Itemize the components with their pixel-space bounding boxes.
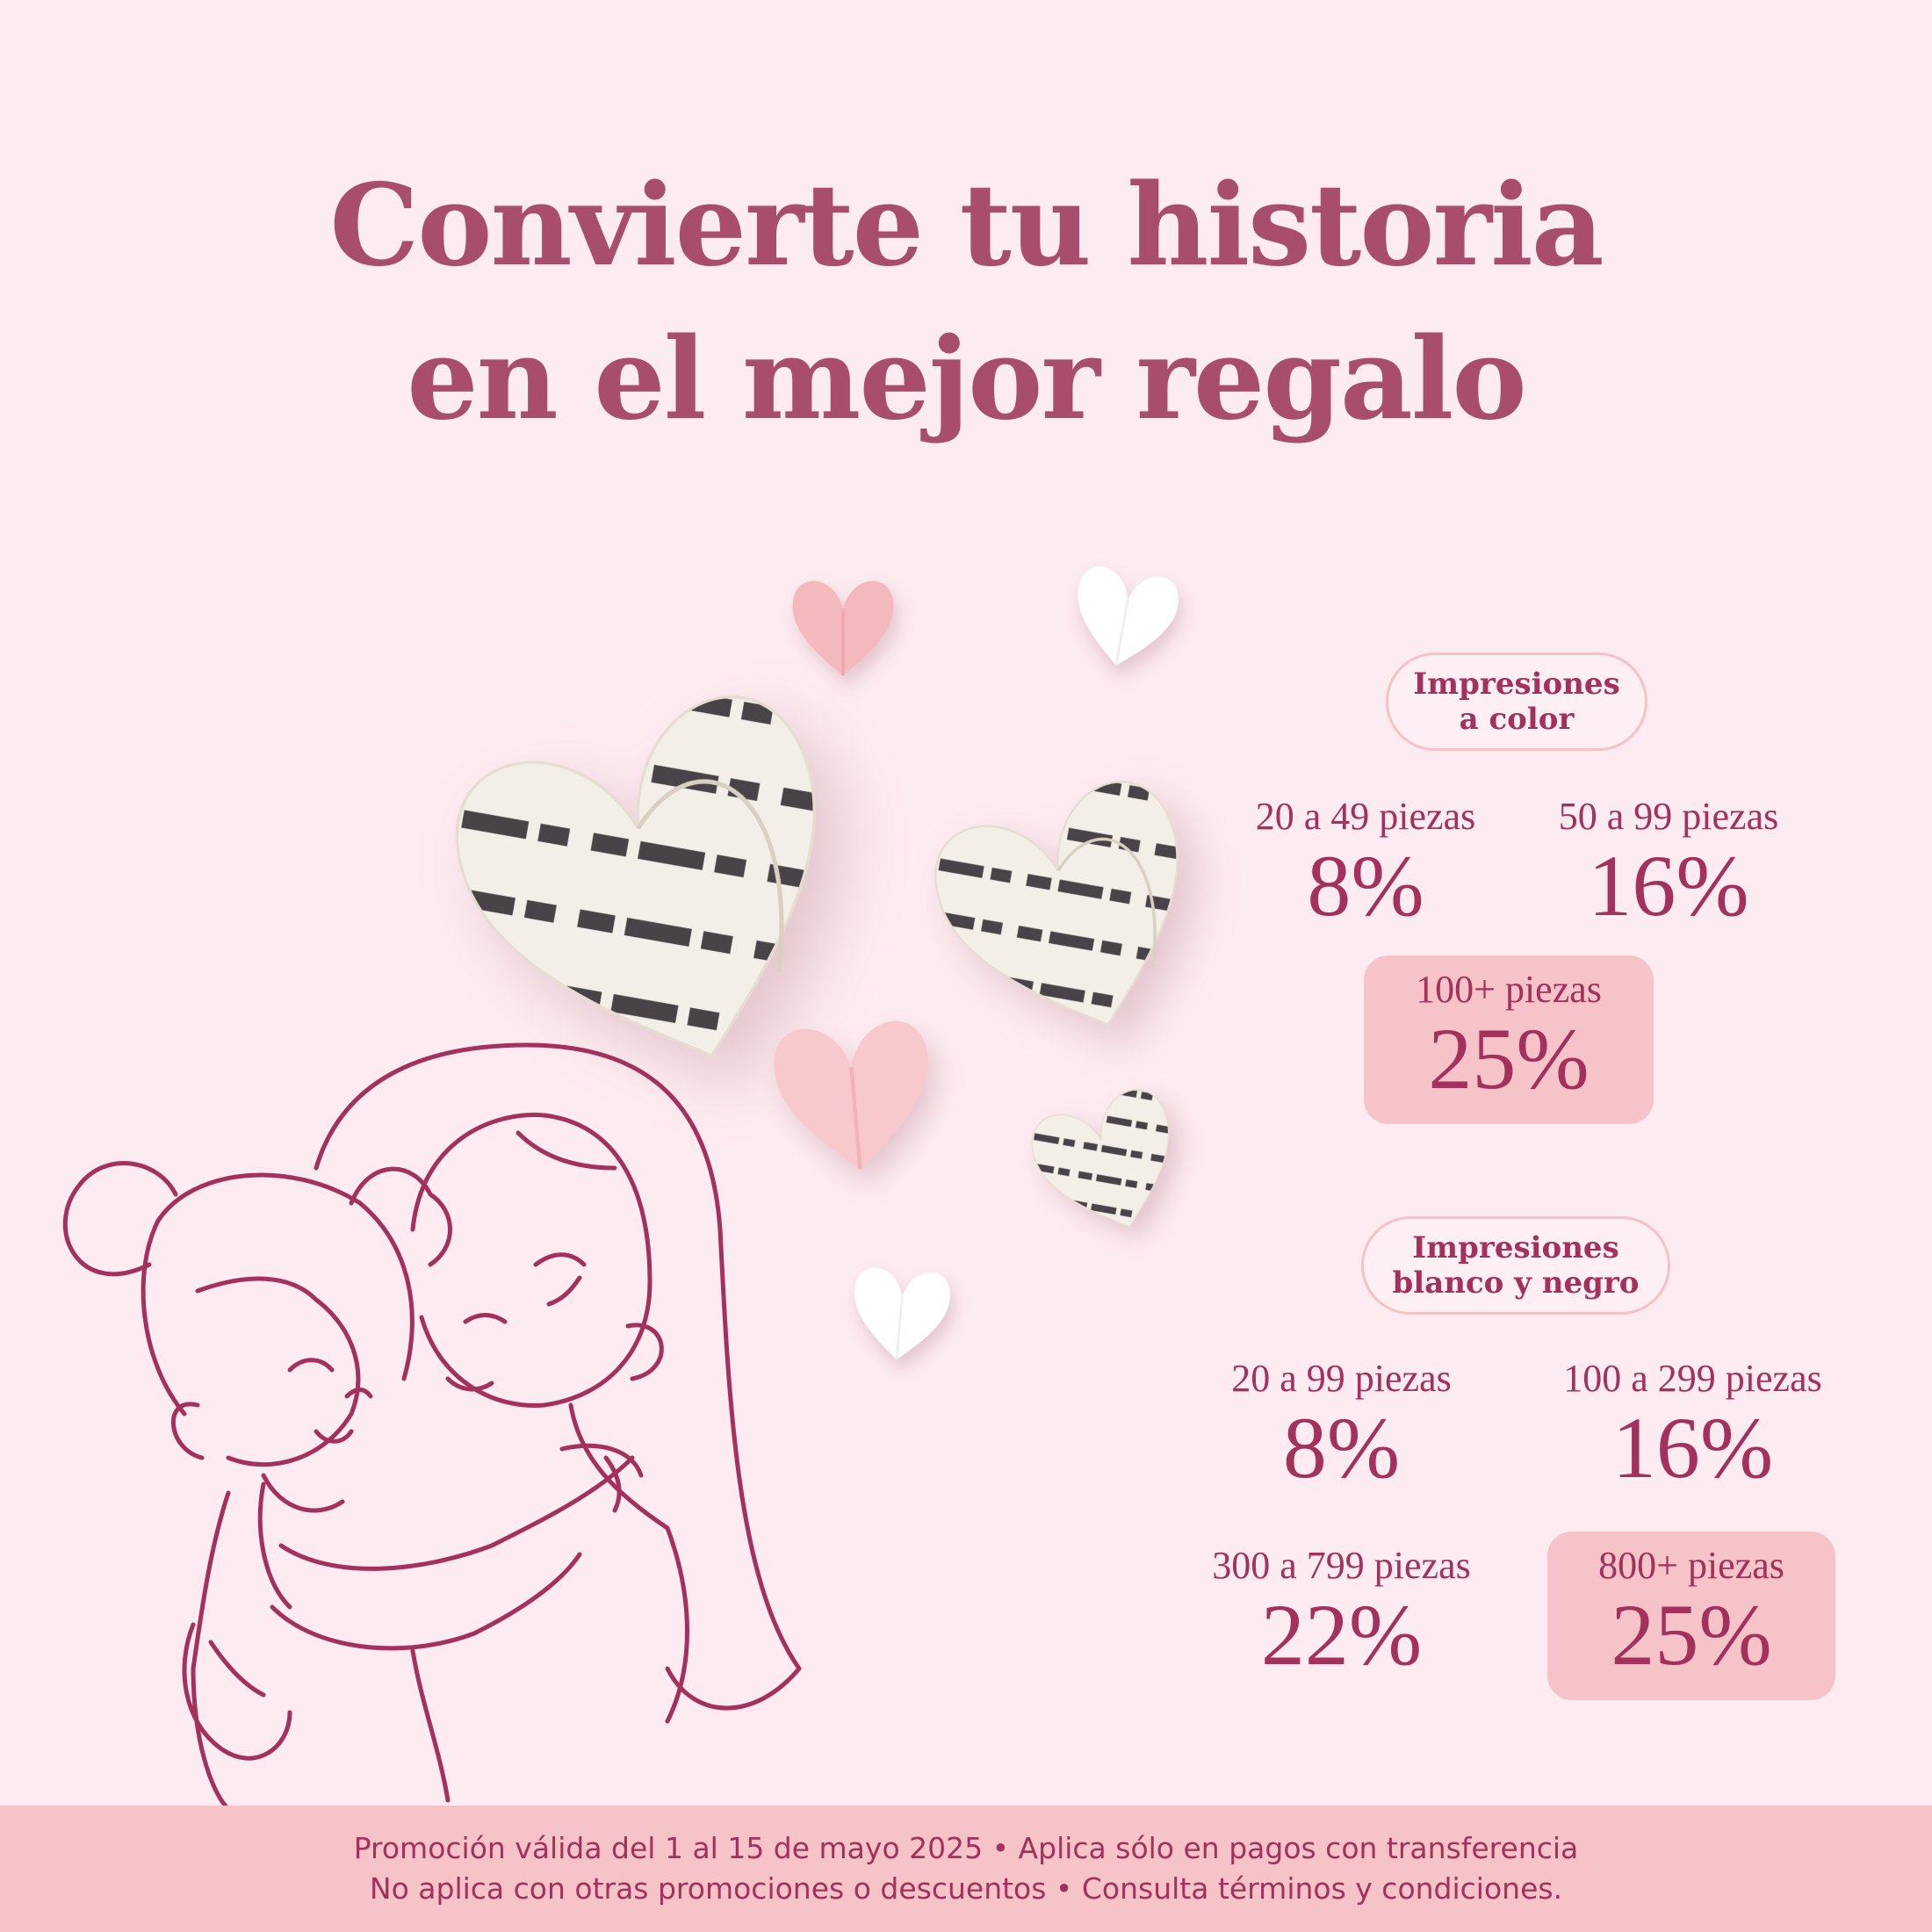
paper-text-heart-large xyxy=(434,675,886,1114)
footer-line-2: No aplica con otras promociones o descue… xyxy=(369,1871,1563,1906)
bw-tier-2: 100 a 299 piezas 16% xyxy=(1541,1357,1844,1496)
tier-discount: 8% xyxy=(1282,1399,1401,1496)
mother-daughter-illustration xyxy=(62,1042,802,1812)
color-prints-heading-line-2: a color xyxy=(1459,702,1575,737)
tier-discount: 25% xyxy=(1428,1010,1590,1107)
color-tier-3-highlight: 100+ piezas 25% xyxy=(1364,955,1654,1124)
paper-text-heart-small xyxy=(1023,1082,1196,1250)
pink-paper-heart-middle xyxy=(770,1018,937,1176)
bw-tier-4-highlight: 800+ piezas 25% xyxy=(1547,1532,1835,1700)
footer-line-1: Promoción válida del 1 al 15 de mayo 202… xyxy=(353,1831,1579,1865)
bw-prints-heading-line-2: blanco y negro xyxy=(1392,1265,1640,1301)
headline-line-1: Convierte tu historia xyxy=(329,160,1604,292)
tier-label: 50 a 99 piezas xyxy=(1558,795,1779,838)
color-tier-2: 50 a 99 piezas 16% xyxy=(1532,795,1805,934)
tier-discount: 16% xyxy=(1588,837,1749,934)
headline: Convierte tu historia en el mejor regalo xyxy=(0,149,1932,457)
bw-tier-3: 300 a 799 piezas 22% xyxy=(1190,1544,1493,1683)
white-paper-heart-top xyxy=(1066,563,1183,674)
pink-paper-heart-top xyxy=(792,580,894,676)
bw-prints-heading-line-1: Impresiones xyxy=(1412,1230,1619,1265)
headline-line-2: en el mejor regalo xyxy=(407,314,1527,445)
tier-label: 20 a 99 piezas xyxy=(1231,1357,1452,1400)
color-prints-heading: Impresiones a color xyxy=(1386,652,1647,751)
tier-discount: 8% xyxy=(1307,837,1424,934)
tier-label: 20 a 49 piezas xyxy=(1255,795,1476,838)
color-prints-heading-line-1: Impresiones xyxy=(1413,667,1620,702)
bw-prints-heading: Impresiones blanco y negro xyxy=(1361,1216,1670,1315)
bw-tier-1: 20 a 99 piezas 8% xyxy=(1203,1357,1480,1496)
tier-label: 800+ piezas xyxy=(1598,1544,1784,1587)
tier-label: 300 a 799 piezas xyxy=(1212,1544,1471,1587)
tier-label: 100 a 299 piezas xyxy=(1563,1357,1822,1400)
tier-discount: 16% xyxy=(1611,1399,1774,1496)
tier-discount: 25% xyxy=(1611,1586,1772,1683)
promo-footer: Promoción válida del 1 al 15 de mayo 202… xyxy=(0,1806,1932,1932)
paper-text-heart-medium xyxy=(919,768,1226,1063)
color-tier-1: 20 a 49 piezas 8% xyxy=(1229,795,1502,934)
white-paper-heart-bottom xyxy=(848,1265,953,1364)
tier-discount: 22% xyxy=(1260,1586,1423,1683)
tier-label: 100+ piezas xyxy=(1416,968,1602,1011)
